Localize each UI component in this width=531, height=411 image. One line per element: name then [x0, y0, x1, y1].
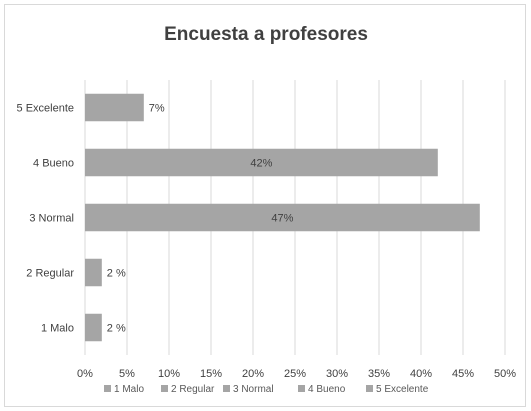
x-tick-label: 30%: [326, 368, 348, 380]
x-tick-label: 45%: [452, 368, 474, 380]
x-tick-label: 50%: [494, 368, 516, 380]
x-tick-label: 15%: [200, 368, 222, 380]
legend-swatch: [223, 385, 230, 392]
data-label: 7%: [149, 103, 165, 115]
data-label: 42%: [250, 158, 272, 170]
bar: [85, 258, 102, 287]
bars: [85, 93, 480, 342]
x-tick-label: 35%: [368, 368, 390, 380]
legend-entry: 3 Normal: [233, 384, 274, 395]
x-tick-label: 40%: [410, 368, 432, 380]
bar: [85, 148, 438, 177]
data-label: 47%: [271, 213, 293, 225]
x-tick-label: 20%: [242, 368, 264, 380]
data-labels: 2 % 2 % 47% 42% 7%: [107, 103, 294, 335]
chart-title: Encuesta a profesores: [164, 24, 368, 45]
category-labels: 1 Malo 2 Regular 3 Normal 4 Bueno 5 Excelent…: [17, 103, 75, 335]
x-tick-label: 10%: [158, 368, 180, 380]
legend: 1 Malo 2 Regular 3 Normal 4 Bueno 5 Excelent…: [104, 384, 429, 395]
legend-swatch: [366, 385, 373, 392]
category-label: 5 Excelente: [17, 103, 74, 115]
data-label: 2 %: [107, 268, 126, 280]
category-label: 2 Regular: [26, 268, 74, 280]
bar: [85, 93, 144, 122]
data-label: 2 %: [107, 323, 126, 335]
x-tick-label: 25%: [284, 368, 306, 380]
legend-entry: 2 Regular: [171, 384, 215, 395]
legend-swatch: [161, 385, 168, 392]
legend-swatch: [298, 385, 305, 392]
legend-entry: 5 Excelente: [376, 384, 429, 395]
legend-entry: 1 Malo: [114, 384, 144, 395]
bar: [85, 203, 480, 232]
category-label: 3 Normal: [29, 213, 74, 225]
legend-entry: 4 Bueno: [308, 384, 346, 395]
category-label: 4 Bueno: [33, 158, 74, 170]
x-tick-label: 5%: [119, 368, 135, 380]
category-label: 1 Malo: [41, 323, 74, 335]
bar: [85, 313, 102, 342]
x-tick-label: 0%: [77, 368, 93, 380]
legend-swatch: [104, 385, 111, 392]
x-tick-labels: 0% 5% 10% 15% 20% 25% 30% 35% 40% 45% 50%: [77, 368, 516, 380]
